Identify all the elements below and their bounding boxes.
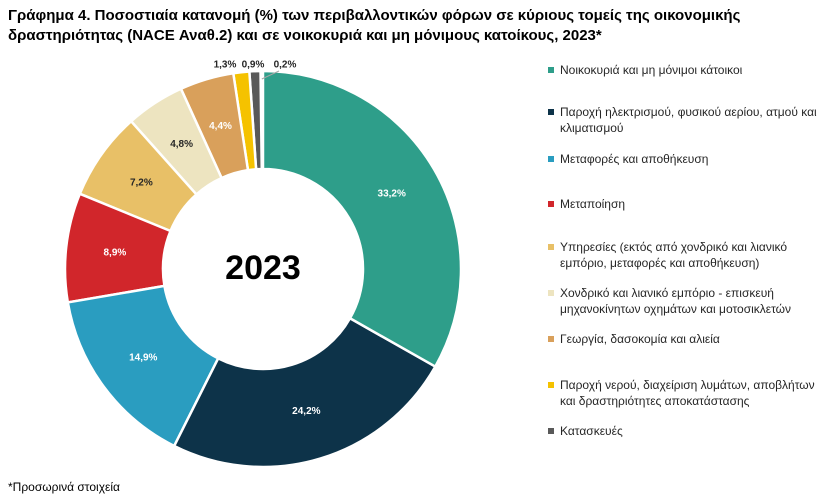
data-label: 0,2% xyxy=(274,60,297,71)
legend-label: Υπηρεσίες (εκτός από χονδρικό και λιανικ… xyxy=(560,240,788,270)
legend-swatch xyxy=(548,428,554,434)
data-label: 0,9% xyxy=(242,60,265,71)
legend-swatch xyxy=(548,156,554,162)
legend-entry: Παροχή ηλεκτρισμού, φυσικού αερίου, ατμο… xyxy=(548,104,818,136)
legend-swatch xyxy=(548,290,554,296)
data-label: 14,9% xyxy=(129,352,157,363)
data-label: 7,2% xyxy=(130,178,153,189)
data-label: 24,2% xyxy=(292,406,320,417)
slice xyxy=(63,192,173,304)
legend-entry: Νοικοκυριά και μη μόνιμοι κάτοικοι xyxy=(548,62,818,78)
legend-swatch xyxy=(548,382,554,388)
legend-entry: Γεωργία, δασοκομία και αλιεία xyxy=(548,331,818,347)
legend-entry: Υπηρεσίες (εκτός από χονδρικό και λιανικ… xyxy=(548,239,818,271)
legend-label: Κατασκευές xyxy=(560,424,623,438)
slice xyxy=(172,316,438,469)
chart-title: Γράφημα 4. Ποσοστιαία κατανομή (%) των π… xyxy=(8,7,741,44)
legend-swatch xyxy=(548,67,554,73)
legend-entry: Κατασκευές xyxy=(548,423,818,439)
legend-swatch xyxy=(548,336,554,342)
slice xyxy=(179,71,250,180)
data-label: 4,4% xyxy=(209,121,232,132)
legend-label: Παροχή ηλεκτρισμού, φυσικού αερίου, ατμο… xyxy=(560,105,817,135)
legend-entry: Χονδρικό και λιανικό εμπόριο - επισκευή … xyxy=(548,285,818,317)
footnote: *Προσωρινά στοιχεία xyxy=(8,480,120,494)
legend-label: Νοικοκυριά και μη μόνιμοι κάτοικοι xyxy=(560,63,743,77)
legend-swatch xyxy=(548,201,554,207)
slice xyxy=(129,87,224,197)
legend-label: Μεταποίηση xyxy=(560,197,626,211)
data-label: 8,9% xyxy=(104,247,127,258)
center-label: 2023 xyxy=(225,249,301,287)
slice xyxy=(66,284,220,448)
legend-label: Παροχή νερού, διαχείριση λυμάτων, αποβλή… xyxy=(560,378,815,408)
legend-label: Χονδρικό και λιανικό εμπόριο - επισκευή … xyxy=(560,286,792,316)
data-label: 4,8% xyxy=(170,139,193,150)
slice xyxy=(261,69,463,369)
leader-line xyxy=(261,70,280,80)
chart: 0,2% 0,9% 1,3% 4,4% 4,8% 7,2% 8,9% 14,9% 24,2% 33… xyxy=(63,60,463,469)
data-label: 33,2% xyxy=(378,189,406,200)
legend-swatch xyxy=(548,244,554,250)
legend-label: Γεωργία, δασοκομία και αλιεία xyxy=(560,332,720,346)
slice xyxy=(78,119,199,233)
legend-swatch xyxy=(548,109,554,115)
data-label: 1,3% xyxy=(214,60,237,71)
legend-entry: Μεταποίηση xyxy=(548,196,818,212)
legend-entry: Παροχή νερού, διαχείριση λυμάτων, αποβλή… xyxy=(548,377,818,409)
legend-label: Μεταφορές και αποθήκευση xyxy=(560,152,709,166)
legend-entry: Μεταφορές και αποθήκευση xyxy=(548,151,818,167)
